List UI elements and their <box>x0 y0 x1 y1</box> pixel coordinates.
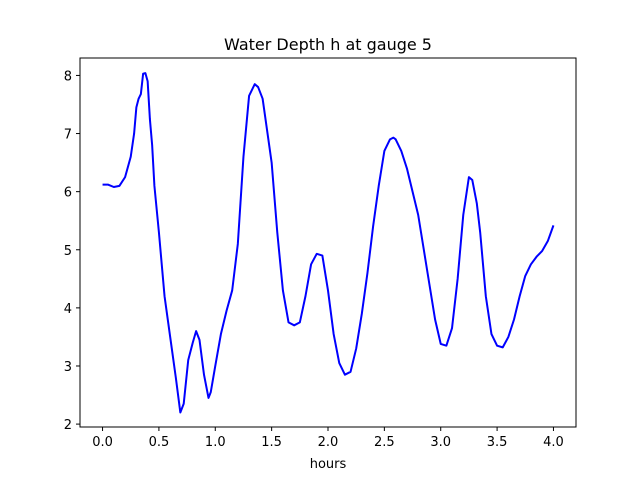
y-tick-label: 7 <box>64 128 72 143</box>
x-tick-label: 4.0 <box>543 435 564 450</box>
x-axis: 0.0 0.5 1.0 1.5 2.0 2.5 3.0 3.5 4.0 <box>92 427 564 450</box>
x-tick-label: 3.5 <box>487 435 508 450</box>
y-tick-label: 5 <box>64 244 72 259</box>
x-tick-label: 0.0 <box>92 435 113 450</box>
y-tick-label: 3 <box>64 360 72 375</box>
x-tick-label: 2.5 <box>374 435 395 450</box>
y-tick-label: 4 <box>64 302 72 317</box>
series-line-0 <box>102 72 555 414</box>
chart-title: Water Depth h at gauge 5 <box>224 35 432 54</box>
x-tick-label: 0.5 <box>149 435 170 450</box>
axes-frame <box>79 57 577 428</box>
y-tick-label: 6 <box>64 186 72 201</box>
x-tick-label: 2.0 <box>318 435 339 450</box>
x-axis-label: hours <box>310 457 347 472</box>
y-tick-label: 8 <box>64 69 72 84</box>
x-tick-label: 1.5 <box>261 435 282 450</box>
x-tick-label: 1.0 <box>205 435 226 450</box>
y-tick-label: 2 <box>64 418 72 433</box>
plot-area <box>102 72 555 414</box>
x-tick-label: 3.0 <box>430 435 451 450</box>
y-axis: 2 3 4 5 6 7 8 <box>64 69 80 433</box>
